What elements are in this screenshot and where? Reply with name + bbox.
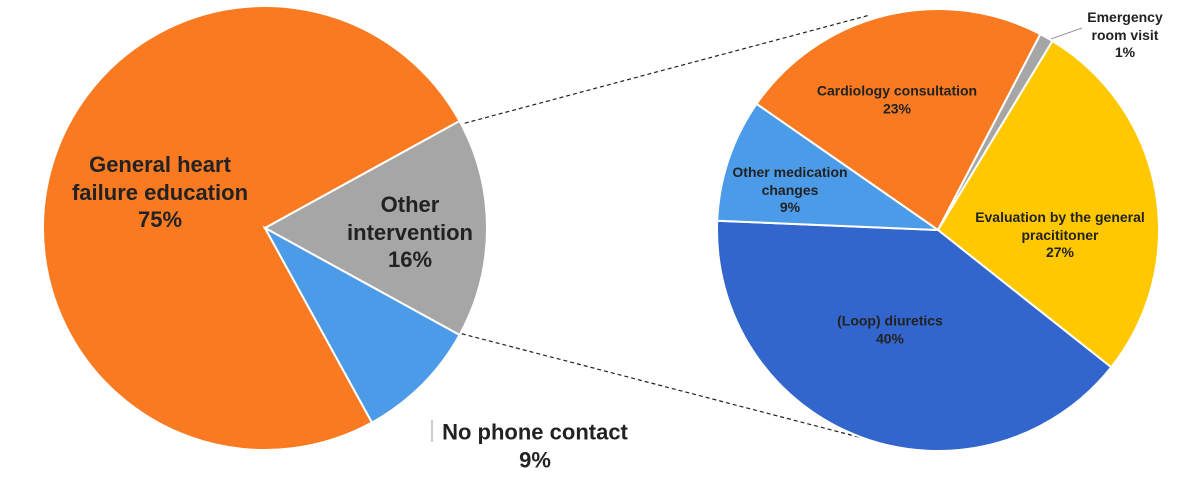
slice-label: Other intervention 16% — [330, 191, 490, 274]
category-label: Other medication changes — [732, 163, 848, 198]
category-label: Evaluation by the general pracititoner — [975, 208, 1145, 243]
value-label: 40% — [875, 330, 905, 346]
pie-slice — [716, 102, 942, 232]
slice-label: No phone contact 9% — [420, 419, 650, 474]
connector-line — [454, 331, 871, 441]
leader-line — [1047, 27, 1083, 41]
slice-label: General heart failure education 75% — [55, 151, 265, 234]
slice-label: Emergency room visit 1% — [1080, 9, 1170, 62]
pie-slice — [936, 39, 1160, 369]
category-label: General heart failure education — [71, 151, 249, 205]
pie-slice — [262, 119, 488, 337]
value-label: 9% — [779, 198, 801, 215]
category-label: Emergency room visit — [1087, 8, 1163, 43]
value-label: 1% — [1114, 43, 1136, 60]
category-label: Other intervention — [347, 191, 473, 245]
slice-label: Other medication changes 9% — [720, 164, 860, 217]
value-label: 75% — [137, 206, 183, 232]
category-label: (Loop) diuretics — [837, 312, 943, 329]
pie-slice — [262, 225, 461, 424]
category-label: Cardiology consultation — [816, 82, 978, 99]
value-label: 16% — [387, 246, 433, 272]
connector-line — [457, 14, 871, 126]
value-label: 9% — [519, 447, 551, 472]
value-label: 23% — [882, 100, 912, 116]
pie-slice — [716, 219, 1113, 452]
pie-slice — [42, 5, 461, 451]
value-label: 27% — [1045, 243, 1075, 260]
slice-label: Evaluation by the general pracititoner 27… — [965, 209, 1155, 262]
slice-label: (Loop) diuretics 40% — [805, 313, 975, 348]
slice-label: Cardiology consultation 23% — [797, 83, 997, 118]
category-label: No phone contact — [442, 419, 628, 445]
pie-slice — [755, 8, 1042, 232]
